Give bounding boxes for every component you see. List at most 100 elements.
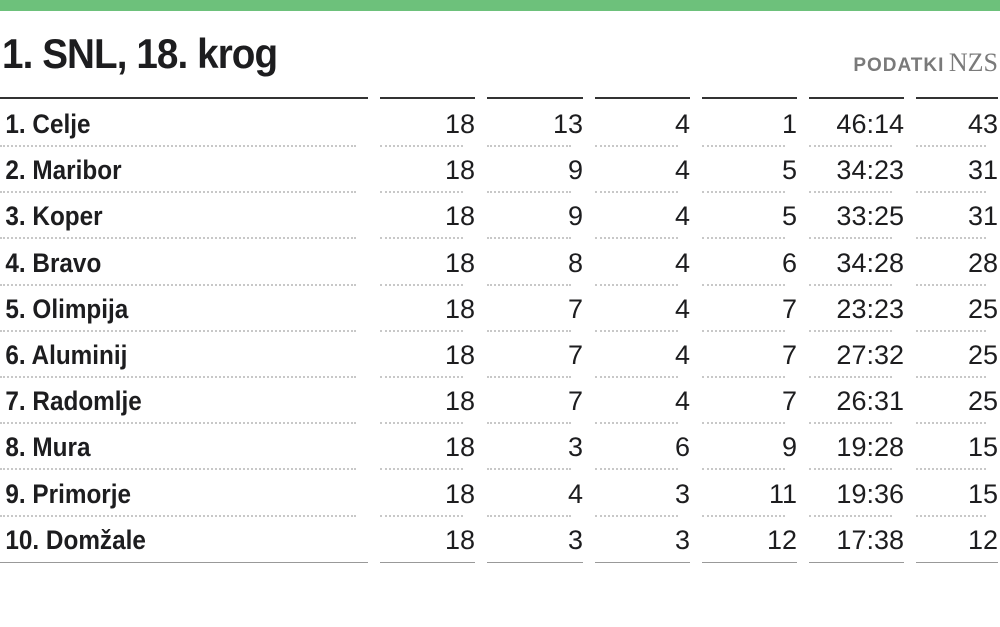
cell-won: 13 [552,109,583,139]
source-credit: PODATKI NZS [853,48,998,78]
cell-team: 9. Primorje [5,478,132,509]
table-bottom-rule [702,561,797,563]
row-divider [0,422,356,425]
cell-points: 28 [967,247,998,278]
cell-drawn: 4 [674,155,690,186]
cell-drawn: 4 [674,201,690,232]
cell-goals: 26:31 [836,386,904,417]
cell-points: 31 [967,201,998,232]
cell-won: 3 [567,432,583,463]
cell-points: 25 [967,386,998,417]
page-title: 1. SNL, 18. krog [2,30,278,77]
row-divider [595,468,678,471]
row-divider [702,329,785,332]
cell-played: 18 [444,386,475,417]
row-divider [380,422,463,425]
row-divider [380,237,463,240]
cell-lost: 7 [781,386,797,417]
row-divider [702,376,785,378]
cell-team: 7. Radomlje [5,386,142,417]
table-bottom-rule [809,561,904,563]
cell-team: 5. Olimpija [5,293,129,324]
table-row: 10. Domžale 18 3 3 12 17:38 12 [0,517,1000,563]
row-divider [0,329,356,332]
cell-played: 18 [444,109,475,139]
table-bottom-rule [380,561,475,563]
row-divider [809,468,892,471]
row-divider [487,191,571,194]
cell-points: 25 [967,293,998,324]
cell-won: 4 [567,478,583,509]
row-divider [0,237,356,240]
row-divider [0,468,356,471]
cell-team: 4. Bravo [5,247,102,278]
table-row: 7. Radomlje 18 7 4 7 26:31 25 [0,378,1000,425]
row-divider [809,376,892,378]
row-divider [487,237,571,240]
cell-drawn: 3 [674,524,690,555]
row-divider [0,283,356,286]
row-divider [916,514,986,517]
row-divider [809,283,892,286]
row-divider [809,145,892,147]
cell-goals: 23:23 [836,293,904,324]
table-row: 3. Koper 18 9 4 5 33:25 31 [0,193,1000,240]
cell-won: 7 [567,340,583,370]
cell-played: 18 [444,247,475,278]
column-header-rule [380,97,475,99]
source-name: NZS [948,48,998,77]
row-divider [809,237,892,240]
cell-goals: 17:38 [836,524,904,555]
cell-lost: 7 [781,293,797,324]
row-divider [380,145,463,147]
cell-won: 9 [567,201,583,232]
accent-bar [0,0,1000,11]
cell-team: 3. Koper [5,201,103,232]
cell-team: 6. Aluminij [5,340,128,370]
cell-won: 7 [567,293,583,324]
row-divider [487,376,571,378]
cell-played: 18 [444,201,475,232]
cell-lost: 1 [781,109,797,139]
cell-goals: 34:28 [836,247,904,278]
cell-team: 2. Maribor [5,155,122,186]
cell-goals: 19:36 [836,478,904,509]
column-header-rule [595,97,690,99]
table-row: 4. Bravo 18 8 4 6 34:28 28 [0,240,1000,286]
cell-team: 10. Domžale [5,524,146,555]
cell-played: 18 [444,524,475,555]
table-bottom-rule [595,561,690,563]
cell-played: 18 [444,340,475,370]
row-divider [702,145,785,147]
row-divider [809,191,892,194]
row-divider [595,329,678,332]
row-divider [380,191,463,194]
row-divider [702,422,785,425]
row-divider [809,329,892,332]
cell-drawn: 4 [674,340,690,370]
row-divider [916,329,986,332]
row-divider [702,283,785,286]
cell-lost: 9 [781,432,797,463]
cell-team: 8. Mura [5,432,91,463]
cell-lost: 5 [781,155,797,186]
table-row: 6. Aluminij 18 7 4 7 27:32 25 [0,332,1000,378]
row-divider [595,376,678,378]
row-divider [0,376,356,378]
cell-drawn: 3 [674,478,690,509]
row-divider [595,422,678,425]
cell-lost: 5 [781,201,797,232]
cell-points: 43 [967,109,998,139]
row-divider [916,191,986,194]
cell-goals: 33:25 [836,201,904,232]
row-divider [595,145,678,147]
cell-goals: 27:32 [836,340,904,370]
table-row: 2. Maribor 18 9 4 5 34:23 31 [0,147,1000,194]
row-divider [487,468,571,471]
row-divider [916,145,986,147]
table-bottom-rule [0,561,368,563]
row-divider [595,283,678,286]
row-divider [487,329,571,332]
column-header-rule [916,97,998,99]
cell-won: 3 [567,524,583,555]
